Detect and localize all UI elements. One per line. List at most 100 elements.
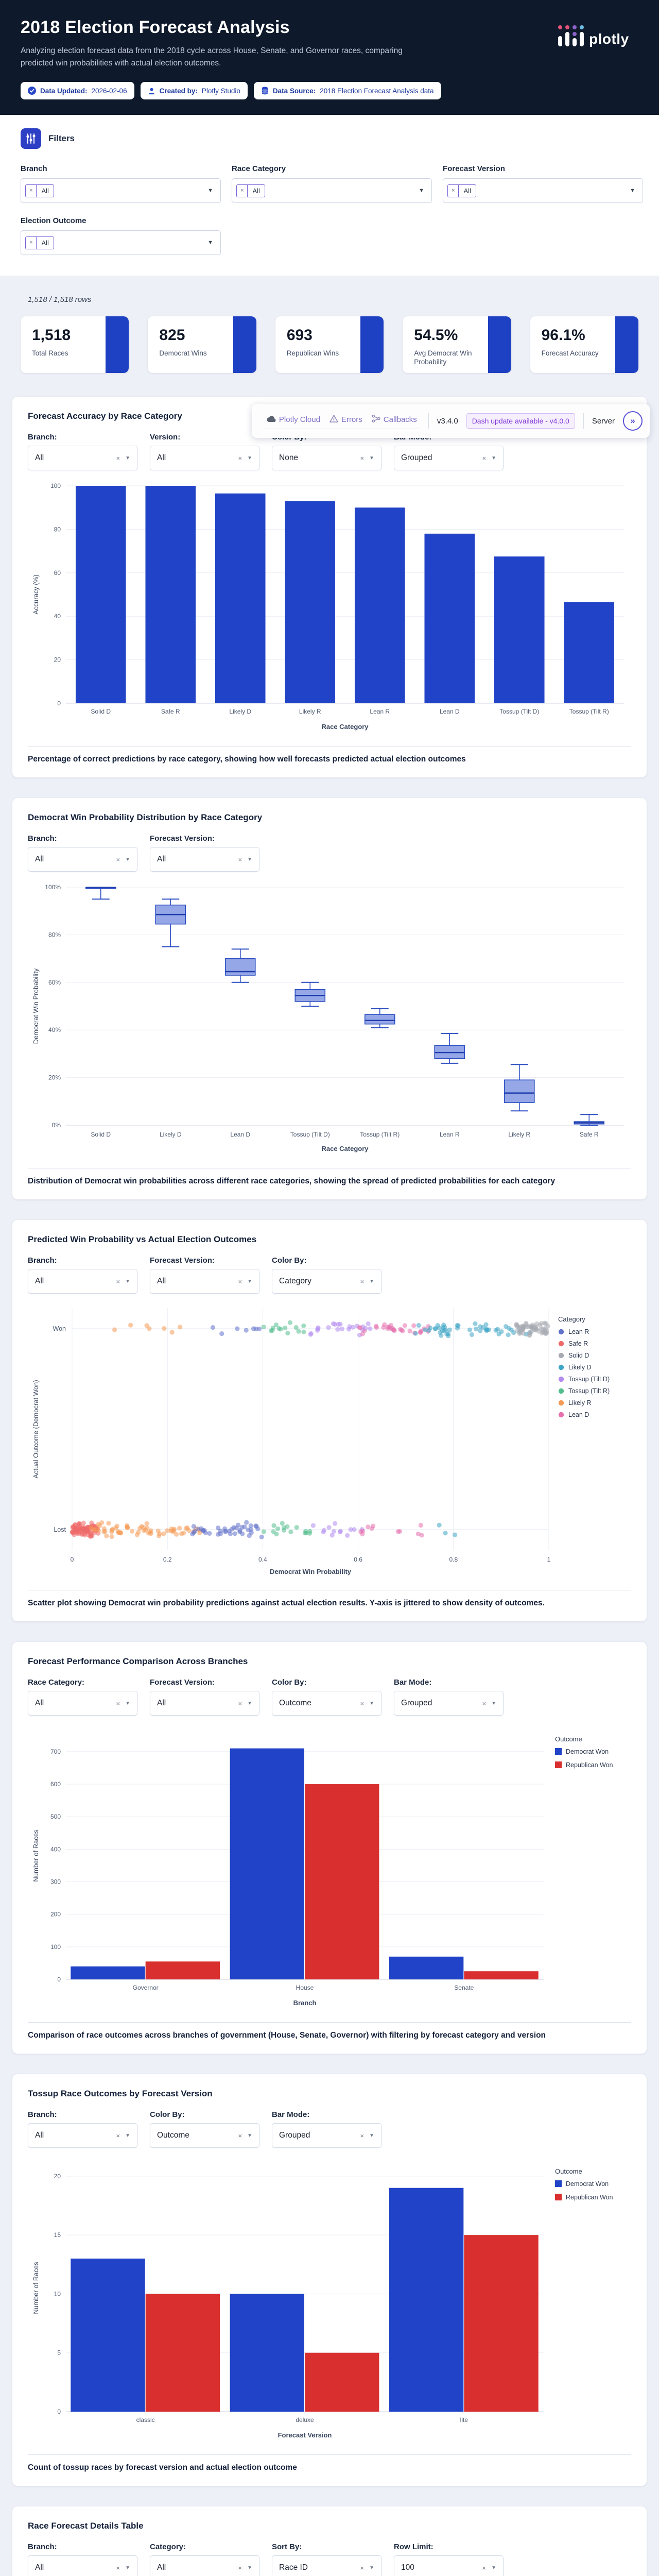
debug-item-callbacks[interactable]: Callbacks [372, 415, 417, 425]
stat-value: 1,518 [32, 327, 71, 344]
chevron-down-icon[interactable]: ▼ [125, 1278, 130, 1284]
clear-icon[interactable]: × [360, 454, 365, 462]
chevron-down-icon[interactable]: ▼ [369, 455, 374, 461]
chevron-down-icon[interactable]: ▼ [491, 2565, 496, 2571]
clear-icon[interactable]: × [238, 1699, 242, 1707]
clear-icon[interactable]: × [116, 454, 120, 462]
filter-dropdown[interactable]: × All ▼ [21, 178, 221, 204]
control-dropdown[interactable]: All × ▼ [28, 2555, 137, 2576]
filter-dropdown[interactable]: × All ▼ [232, 178, 432, 204]
clear-icon[interactable]: × [116, 2131, 120, 2140]
control-dropdown[interactable]: All × ▼ [150, 1269, 259, 1294]
control-dropdown[interactable]: Grouped × ▼ [272, 2123, 381, 2148]
chevron-down-icon[interactable]: ▼ [369, 1278, 374, 1284]
clear-icon[interactable]: × [116, 855, 120, 863]
chart-control: Branch: All × ▼ [28, 433, 137, 471]
chart-title: Predicted Win Probability vs Actual Elec… [28, 1234, 257, 1245]
clear-icon[interactable]: × [116, 1277, 120, 1285]
clear-icon[interactable]: × [116, 2564, 120, 2572]
chevron-down-icon[interactable]: ▼ [125, 856, 130, 862]
filters-grid: Branch × All ▼ Race Category × All ▼ Forecast Ve… [21, 164, 643, 256]
chart-title: Tossup Race Outcomes by Forecast Version [28, 2089, 213, 2099]
clear-icon[interactable]: × [360, 2564, 365, 2572]
svg-text:Tossup (Tilt D): Tossup (Tilt D) [499, 708, 539, 715]
control-dropdown[interactable]: All × ▼ [150, 446, 259, 471]
svg-text:House: House [296, 1984, 314, 1991]
chip-remove-icon[interactable]: × [448, 184, 459, 197]
filters-icon [21, 128, 41, 149]
control-dropdown[interactable]: 100 × ▼ [394, 2555, 504, 2576]
clear-icon[interactable]: × [482, 1699, 487, 1707]
control-dropdown[interactable]: Category × ▼ [272, 1269, 381, 1294]
clear-icon[interactable]: × [360, 1699, 365, 1707]
chevron-down-icon[interactable]: ▼ [369, 2565, 374, 2571]
svg-text:700: 700 [50, 1748, 61, 1755]
control-dropdown[interactable]: All × ▼ [28, 446, 137, 471]
control-dropdown[interactable]: All × ▼ [28, 2123, 137, 2148]
svg-text:Race Category: Race Category [321, 1145, 369, 1153]
chevron-down-icon[interactable]: ▼ [369, 2132, 374, 2139]
chip-remove-icon[interactable]: × [26, 236, 37, 249]
collapse-toolbar-button[interactable]: » [623, 411, 643, 431]
debug-item-plotly-cloud[interactable]: Plotly Cloud [266, 415, 320, 425]
svg-text:Accuracy (%): Accuracy (%) [32, 574, 40, 614]
person-icon [148, 87, 155, 95]
dash-update-pill[interactable]: Dash update available - v4.0.0 [466, 413, 575, 429]
control-dropdown[interactable]: Grouped × ▼ [394, 1691, 504, 1716]
chevron-down-icon[interactable]: ▼ [247, 1278, 252, 1284]
chevron-down-icon[interactable]: ▼ [419, 188, 424, 194]
svg-text:lite: lite [460, 2416, 469, 2424]
debug-item-errors[interactable]: Errors [330, 415, 362, 425]
clear-icon[interactable]: × [238, 2564, 242, 2572]
chevron-down-icon[interactable]: ▼ [247, 2565, 252, 2571]
svg-text:Republican Won: Republican Won [566, 1761, 613, 1769]
chevron-down-icon[interactable]: ▼ [247, 2132, 252, 2139]
chevron-down-icon[interactable]: ▼ [207, 240, 213, 246]
control-dropdown[interactable]: All × ▼ [150, 1691, 259, 1716]
clear-icon[interactable]: × [482, 2564, 487, 2572]
chevron-down-icon[interactable]: ▼ [125, 455, 130, 461]
chip-remove-icon[interactable]: × [26, 184, 37, 197]
chevron-down-icon[interactable]: ▼ [125, 2565, 130, 2571]
control-dropdown[interactable]: Outcome × ▼ [272, 1691, 381, 1716]
chevron-down-icon[interactable]: ▼ [369, 1700, 374, 1706]
stat-label: Total Races [32, 349, 68, 358]
clear-icon[interactable]: × [238, 454, 242, 462]
chevron-down-icon[interactable]: ▼ [207, 188, 213, 194]
chevron-down-icon[interactable]: ▼ [247, 455, 252, 461]
filter-dropdown[interactable]: × All ▼ [443, 178, 643, 204]
control-dropdown[interactable]: All × ▼ [150, 2555, 259, 2576]
control-dropdown[interactable]: Grouped × ▼ [394, 446, 504, 471]
svg-text:Lean D: Lean D [230, 1131, 250, 1138]
clear-icon[interactable]: × [116, 1699, 120, 1707]
control-dropdown[interactable]: All × ▼ [28, 1691, 137, 1716]
clear-icon[interactable]: × [238, 2131, 242, 2140]
chevron-down-icon[interactable]: ▼ [491, 1700, 496, 1706]
svg-text:Likely D: Likely D [229, 708, 251, 715]
clear-icon[interactable]: × [360, 1277, 365, 1285]
chip-remove-icon[interactable]: × [237, 184, 248, 197]
chevron-down-icon[interactable]: ▼ [125, 1700, 130, 1706]
chart-control: Branch: All × ▼ [28, 1256, 137, 1294]
chevron-down-icon[interactable]: ▼ [125, 2132, 130, 2139]
svg-text:Safe R: Safe R [161, 708, 180, 715]
svg-text:Solid D: Solid D [568, 1352, 589, 1359]
clear-icon[interactable]: × [360, 2131, 365, 2140]
control-dropdown[interactable]: None × ▼ [272, 446, 381, 471]
filter-field: Forecast Version × All ▼ [443, 164, 643, 204]
control-dropdown[interactable]: All × ▼ [28, 1269, 137, 1294]
control-dropdown[interactable]: Outcome × ▼ [150, 2123, 259, 2148]
control-dropdown[interactable]: Race ID × ▼ [272, 2555, 381, 2576]
clear-icon[interactable]: × [238, 855, 242, 863]
chevron-down-icon[interactable]: ▼ [247, 1700, 252, 1706]
control-dropdown[interactable]: All × ▼ [150, 847, 259, 872]
control-dropdown[interactable]: All × ▼ [28, 847, 137, 872]
badge-value: Plotly Studio [201, 87, 240, 95]
chevron-down-icon[interactable]: ▼ [247, 856, 252, 862]
clear-icon[interactable]: × [238, 1277, 242, 1285]
chevron-down-icon[interactable]: ▼ [630, 188, 635, 194]
svg-text:1: 1 [547, 1556, 551, 1563]
clear-icon[interactable]: × [482, 454, 487, 462]
filter-dropdown[interactable]: × All ▼ [21, 230, 221, 256]
chevron-down-icon[interactable]: ▼ [491, 455, 496, 461]
